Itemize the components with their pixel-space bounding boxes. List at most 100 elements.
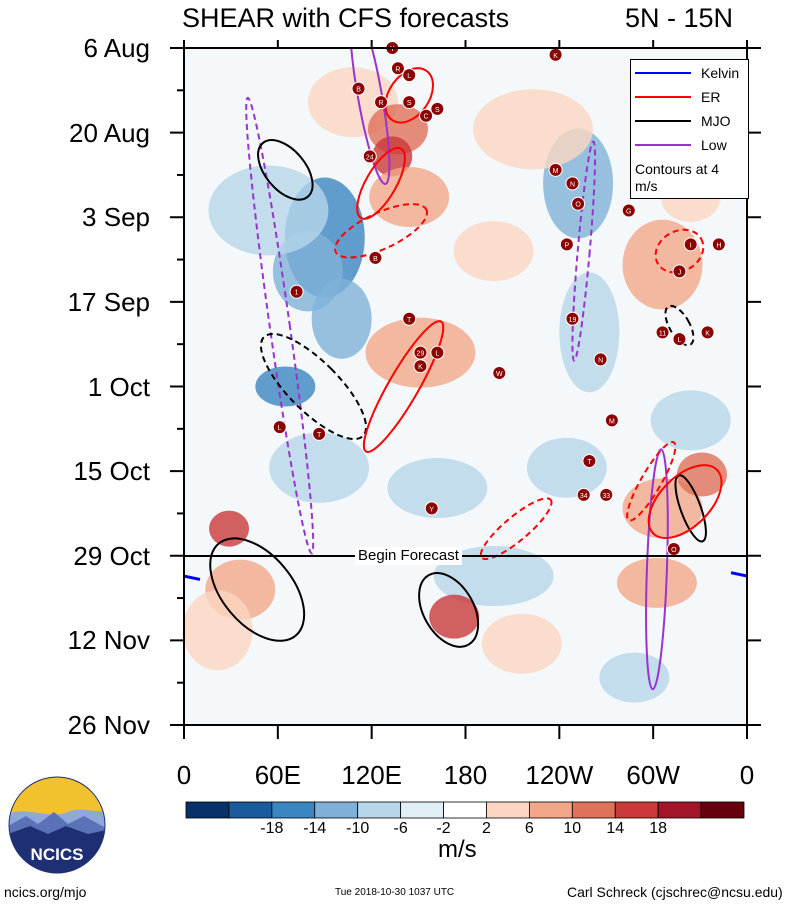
colorbar-swatch	[185, 801, 230, 819]
storm-marker: O	[666, 541, 681, 556]
storm-label: 1	[295, 290, 299, 297]
colorbar	[185, 801, 745, 819]
storm-label: Y	[390, 46, 395, 53]
er-contour	[334, 203, 428, 259]
y-tick-label: 29 Oct	[73, 540, 150, 571]
colorbar-tick-label: -14	[303, 820, 327, 837]
storm-marker: 34	[576, 487, 591, 502]
legend-item-kelvin: Kelvin	[635, 62, 747, 84]
storm-label: G	[626, 208, 631, 215]
shear-anomaly	[208, 165, 329, 256]
colorbar-swatch	[357, 801, 402, 819]
shear-anomaly	[676, 452, 727, 497]
footer-site[interactable]: ncics.org/mjo	[4, 884, 87, 900]
storm-label: W	[496, 371, 503, 378]
storm-marker: K	[700, 325, 715, 340]
storm-icon	[430, 345, 445, 360]
storm-label: O	[671, 547, 677, 554]
shear-anomaly	[481, 613, 562, 674]
shear-anomaly	[526, 437, 607, 498]
storm-marker: 11	[655, 325, 670, 340]
wave-contours	[184, 48, 747, 691]
y-tick-label: 15 Oct	[73, 456, 150, 487]
storm-label: T	[587, 459, 592, 466]
storm-marker: N	[565, 176, 580, 191]
storm-label: L	[407, 73, 411, 80]
storm-marker: 33	[599, 487, 614, 502]
shear-anomaly	[453, 221, 534, 282]
storm-label: 11	[659, 330, 666, 337]
storm-marker: L	[402, 68, 417, 83]
kelvin-contour	[730, 571, 747, 578]
footer-author: Carl Schreck (cjschrec@ncsu.edu)	[567, 884, 783, 900]
storm-icon	[559, 237, 574, 252]
storm-icon	[621, 203, 636, 218]
colorbar-swatch	[228, 801, 273, 819]
storm-marker: S	[430, 101, 445, 116]
storm-icon	[413, 359, 428, 374]
legend-label-kelvin: Kelvin	[701, 65, 740, 81]
y-tick-label: 1 Oct	[87, 371, 150, 402]
y-tick-label: 3 Sep	[82, 202, 150, 233]
storm-label: K	[553, 53, 558, 60]
shear-anomaly	[184, 590, 253, 671]
storm-label: S	[407, 100, 412, 107]
storm-marker: 19	[565, 311, 580, 326]
begin-forecast-label: Begin Forecast	[355, 547, 462, 565]
storm-label: J	[678, 269, 682, 276]
storm-icon	[312, 426, 327, 441]
colorbar-tick-label: 10	[563, 820, 582, 837]
storm-marker: G	[621, 203, 636, 218]
storm-label: H	[716, 242, 721, 249]
colorbar-swatch	[400, 801, 444, 819]
storm-icon	[599, 487, 614, 502]
mjo-contour	[259, 332, 368, 441]
shear-anomaly	[622, 478, 703, 539]
storm-marker: T	[402, 311, 417, 326]
storm-label: T	[407, 317, 412, 324]
storm-marker: H	[711, 237, 726, 252]
y-tick-label: 26 Nov	[67, 710, 150, 740]
x-tick-label: 120W	[525, 760, 594, 790]
colorbar-swatch	[700, 801, 745, 819]
shear-anomaly	[387, 458, 488, 519]
storm-label: 33	[602, 493, 610, 500]
storm-label: 29	[417, 351, 425, 358]
storm-label: N	[598, 357, 603, 364]
colorbar-tick-label: -2	[436, 820, 451, 837]
ncics-logo: NCICS	[8, 776, 106, 874]
x-tick-label: 60W	[626, 760, 680, 790]
storm-label: Y	[429, 506, 434, 513]
storm-marker: S	[402, 95, 417, 110]
er-contour	[479, 497, 553, 561]
colorbar-tick-label: 2	[482, 820, 491, 837]
low-contour	[645, 448, 669, 691]
colorbar-tick-label: 6	[524, 820, 534, 837]
mjo-contour	[257, 139, 314, 201]
storm-icon	[672, 264, 687, 279]
shear-anomaly	[599, 652, 670, 703]
storm-icon	[571, 196, 586, 211]
storm-icon	[424, 501, 439, 516]
storm-label: 24	[366, 154, 374, 161]
storm-icon	[402, 311, 417, 326]
storm-icon	[402, 95, 417, 110]
mjo-contour	[209, 537, 306, 642]
storm-marker: 1	[289, 284, 304, 299]
colorbar-tick-label: 18	[649, 820, 668, 837]
storm-icon	[362, 149, 377, 164]
storm-icon	[655, 325, 670, 340]
er-contour	[356, 146, 406, 220]
mjo-contour	[418, 572, 480, 648]
x-tick-label: 60E	[254, 760, 301, 790]
legend-label-low: Low	[701, 137, 727, 153]
storm-icon	[374, 95, 389, 110]
colorbar-swatch	[271, 801, 316, 819]
storm-label: M	[609, 418, 615, 425]
shear-anomaly	[372, 136, 413, 177]
storm-label: S	[435, 107, 440, 114]
storm-marker: T	[582, 453, 597, 468]
storm-label: L	[278, 425, 282, 432]
er-contour	[647, 464, 723, 539]
